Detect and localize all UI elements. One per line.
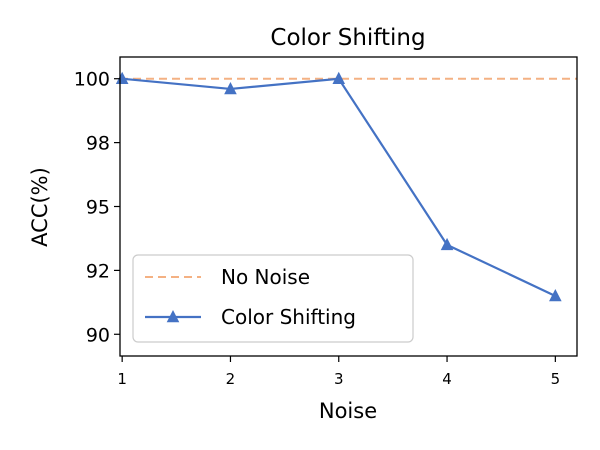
data-point-marker [115, 71, 129, 84]
x-tick-label: 2 [226, 370, 236, 388]
legend-box [132, 254, 414, 343]
y-tick-label: 90 [86, 324, 110, 346]
legend: No Noise Color Shifting [132, 254, 414, 343]
x-tick-label: 4 [442, 370, 452, 388]
data-point-marker [332, 71, 346, 84]
y-axis-label: ACC(%) [28, 167, 52, 247]
x-axis-label: Noise [319, 399, 377, 423]
y-tick-label: 95 [86, 197, 110, 219]
legend-label-color-shifting: Color Shifting [221, 305, 356, 329]
y-tick-label: 98 [86, 133, 110, 155]
x-tick-label: 1 [117, 370, 127, 388]
plot-area: 90 92 95 98 100 1 2 3 4 5 [74, 56, 578, 388]
x-tick-label: 5 [551, 370, 561, 388]
legend-label-no-noise: No Noise [221, 265, 310, 289]
chart-title: Color Shifting [270, 25, 425, 51]
legend-marker-color-shifting [166, 310, 180, 323]
x-tick-label: 3 [334, 370, 344, 388]
y-tick-label: 92 [86, 260, 110, 282]
data-point-marker [440, 237, 454, 251]
y-tick-label: 100 [74, 69, 110, 91]
data-point-marker [549, 288, 562, 302]
data-point-marker [224, 81, 237, 95]
